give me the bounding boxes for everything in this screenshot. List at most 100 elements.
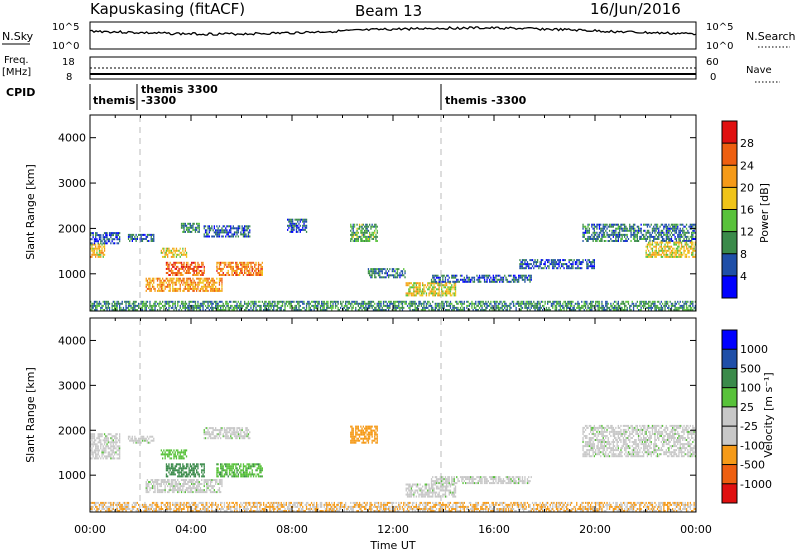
heatmap-cell	[145, 302, 147, 305]
heatmap-cell	[463, 276, 465, 279]
heatmap-cell	[480, 302, 482, 305]
heatmap-cell	[654, 249, 656, 252]
heatmap-cell	[172, 265, 174, 268]
heatmap-cell	[414, 282, 416, 285]
heatmap-cell	[596, 231, 598, 234]
heatmap-cell	[429, 302, 431, 305]
heatmap-cell	[188, 469, 190, 472]
heatmap-cell	[178, 457, 180, 460]
heatmap-cell	[179, 306, 181, 309]
heatmap-cell	[112, 441, 114, 444]
heatmap-cell	[584, 225, 587, 228]
heatmap-cell	[117, 300, 120, 303]
heatmap-cell	[518, 276, 520, 279]
heatmap-cell	[221, 229, 223, 232]
heatmap-cell	[539, 302, 541, 305]
heatmap-cell	[145, 279, 147, 282]
heatmap-cell	[376, 235, 378, 238]
heatmap-cell	[411, 302, 414, 305]
heatmap-cell	[221, 281, 223, 284]
heatmap-cell	[179, 304, 181, 307]
heatmap-cell	[231, 261, 233, 264]
heatmap-cell	[456, 280, 458, 283]
heatmap-cell	[577, 306, 579, 309]
heatmap-cell	[163, 279, 165, 282]
heatmap-cell	[322, 306, 324, 309]
heatmap-cell	[185, 455, 188, 458]
heatmap-cell	[208, 229, 210, 232]
heatmap-cell	[507, 274, 510, 277]
heatmap-cell	[670, 240, 673, 242]
heatmap-cell	[257, 265, 260, 268]
heatmap-cell	[621, 302, 623, 305]
heatmap-cell	[674, 249, 676, 252]
heatmap-cell	[100, 441, 102, 444]
heatmap-cell	[140, 235, 142, 238]
heatmap-cell	[433, 294, 435, 297]
heatmap-cell	[523, 267, 525, 270]
heatmap-cell	[646, 247, 649, 250]
heatmap-cell	[650, 233, 652, 236]
heatmap-cell	[174, 302, 176, 305]
heatmap-cell	[473, 306, 476, 309]
heatmap-cell	[379, 268, 381, 271]
heatmap-cell	[648, 255, 650, 258]
heatmap-cell	[583, 235, 585, 238]
heatmap-cell	[158, 491, 160, 494]
heatmap-cell	[587, 267, 589, 270]
heatmap-cell	[136, 441, 138, 444]
heatmap-cell	[108, 433, 111, 436]
heatmap-cell	[203, 267, 205, 270]
heatmap-cell	[530, 278, 532, 281]
heatmap-cell	[309, 302, 311, 305]
heatmap-cell	[179, 247, 181, 250]
heatmap-cell	[596, 304, 598, 307]
heatmap-cell	[175, 306, 178, 309]
heatmap-cell	[167, 247, 169, 250]
heatmap-cell	[559, 267, 561, 270]
heatmap-cell	[225, 261, 227, 264]
heatmap-cell	[581, 261, 583, 264]
heatmap-cell	[143, 435, 145, 438]
heatmap-cell	[177, 487, 179, 490]
heatmap-cell	[172, 473, 174, 476]
heatmap-cell	[471, 306, 473, 309]
heatmap-cell	[295, 222, 298, 225]
heatmap-cell	[107, 302, 109, 305]
heatmap-cell	[423, 309, 425, 311]
heatmap-cell	[592, 223, 594, 226]
heatmap-cell	[678, 238, 680, 240]
heatmap-cell	[192, 471, 194, 474]
heatmap-cell	[332, 300, 334, 303]
heatmap-cell	[187, 487, 189, 490]
heatmap-cell	[297, 218, 299, 221]
heatmap-cell	[172, 274, 174, 276]
heatmap-cell	[188, 285, 190, 288]
heatmap-cell	[605, 300, 607, 303]
heatmap-cell	[598, 223, 601, 226]
heatmap-cell	[569, 304, 572, 307]
heatmap-cell	[409, 300, 411, 303]
heatmap-cell	[326, 306, 328, 309]
heatmap-cell	[631, 302, 633, 305]
heatmap-cell	[169, 451, 171, 454]
heatmap-cell	[163, 247, 165, 250]
heatmap-cell	[93, 439, 96, 442]
heatmap-cell	[218, 229, 221, 232]
heatmap-cell	[592, 304, 594, 307]
heatmap-cell	[514, 276, 516, 279]
heatmap-cell	[202, 473, 204, 476]
heatmap-cell	[125, 304, 127, 307]
heatmap-cell	[93, 443, 96, 446]
heatmap-cell	[459, 274, 462, 277]
heatmap-cell	[240, 231, 242, 234]
heatmap-cell	[160, 281, 162, 284]
heatmap-cell	[198, 491, 200, 494]
heatmap-cell	[218, 281, 221, 284]
heatmap-cell	[669, 227, 671, 230]
heatmap-cell	[422, 292, 424, 295]
heatmap-cell	[119, 302, 121, 305]
heatmap-cell	[369, 274, 371, 277]
heatmap-cell	[105, 435, 107, 438]
heatmap-cell	[193, 261, 195, 264]
